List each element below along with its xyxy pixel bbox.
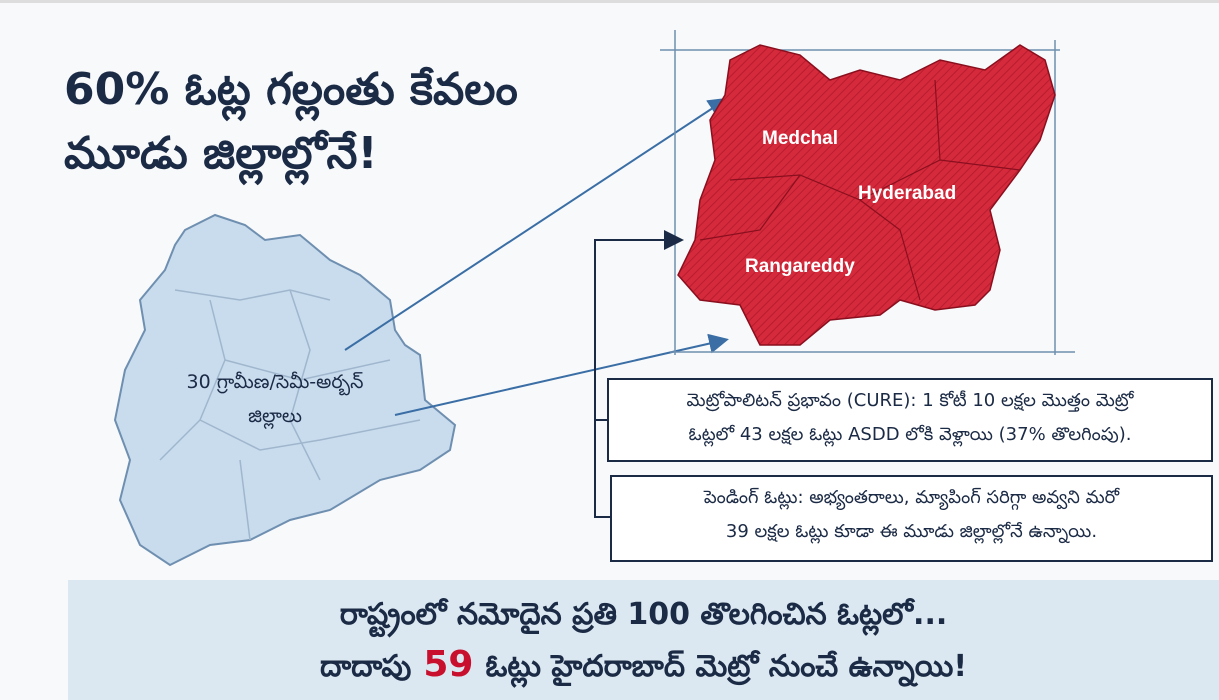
- top-rule: [0, 0, 1219, 3]
- district-label: Hyderabad: [858, 183, 956, 204]
- district-borders: [699, 79, 1021, 301]
- banner-text: దాదాపు: [319, 649, 412, 684]
- state-map: [113, 213, 457, 567]
- connector: [594, 240, 680, 518]
- district-label: Medchal: [762, 128, 838, 149]
- district-borders: [159, 289, 421, 541]
- info-box: పెండింగ్ ఓట్లు: అభ్యంతరాలు, మ్యాపింగ్ సర…: [610, 475, 1213, 562]
- district-label: Rangareddy: [745, 256, 855, 277]
- box-line: ఓట్లలో 43 లక్షల ఓట్లు ASDD లోకి వెళ్లాయి…: [688, 424, 1132, 445]
- title-line: మూడు జిల్లాల్లోనే!: [64, 128, 378, 179]
- banner-text: ఓట్లు హైదరాబాద్ మెట్రో నుంచే ఉన్నాయి!: [485, 649, 968, 684]
- label-line: జిల్లాలు: [248, 405, 302, 427]
- box-line: 39 లక్షల ఓట్లు కూడా ఈ మూడు జిల్లాల్లోనే …: [725, 521, 1098, 542]
- label-line: 30 గ్రామీణ/సెమీ-అర్బన్: [186, 371, 364, 393]
- title-line: 60% ఓట్ల గల్లంతు కేవలం: [64, 64, 518, 115]
- banner: రాష్ట్రంలో నమోదైన ప్రతి 100 తొలగించిన ఓట…: [68, 580, 1219, 700]
- banner-highlight: 59: [423, 644, 474, 685]
- info-box: మెట్రోపాలిటన్ ప్రభావం (CURE): 1 కోటీ 10 …: [607, 378, 1213, 462]
- title: 60% ఓట్ల గల్లంతు కేవలం మూడు జిల్లాల్లోనే…: [64, 58, 518, 186]
- state-label: 30 గ్రామీణ/సెమీ-అర్బన్ జిల్లాలు: [150, 365, 400, 433]
- box-line: పెండింగ్ ఓట్లు: అభ్యంతరాలు, మ్యాపింగ్ సర…: [703, 487, 1120, 508]
- banner-line: రాష్ట్రంలో నమోదైన ప్రతి 100 తొలగించిన ఓట…: [339, 597, 948, 632]
- arrow: [344, 97, 729, 351]
- banner-line: దాదాపు 59 ఓట్లు హైదరాబాద్ మెట్రో నుంచే ఉన్…: [68, 640, 1219, 692]
- box-line: మెట్రోపాలిటన్ ప్రభావం (CURE): 1 కోటీ 10 …: [686, 390, 1134, 411]
